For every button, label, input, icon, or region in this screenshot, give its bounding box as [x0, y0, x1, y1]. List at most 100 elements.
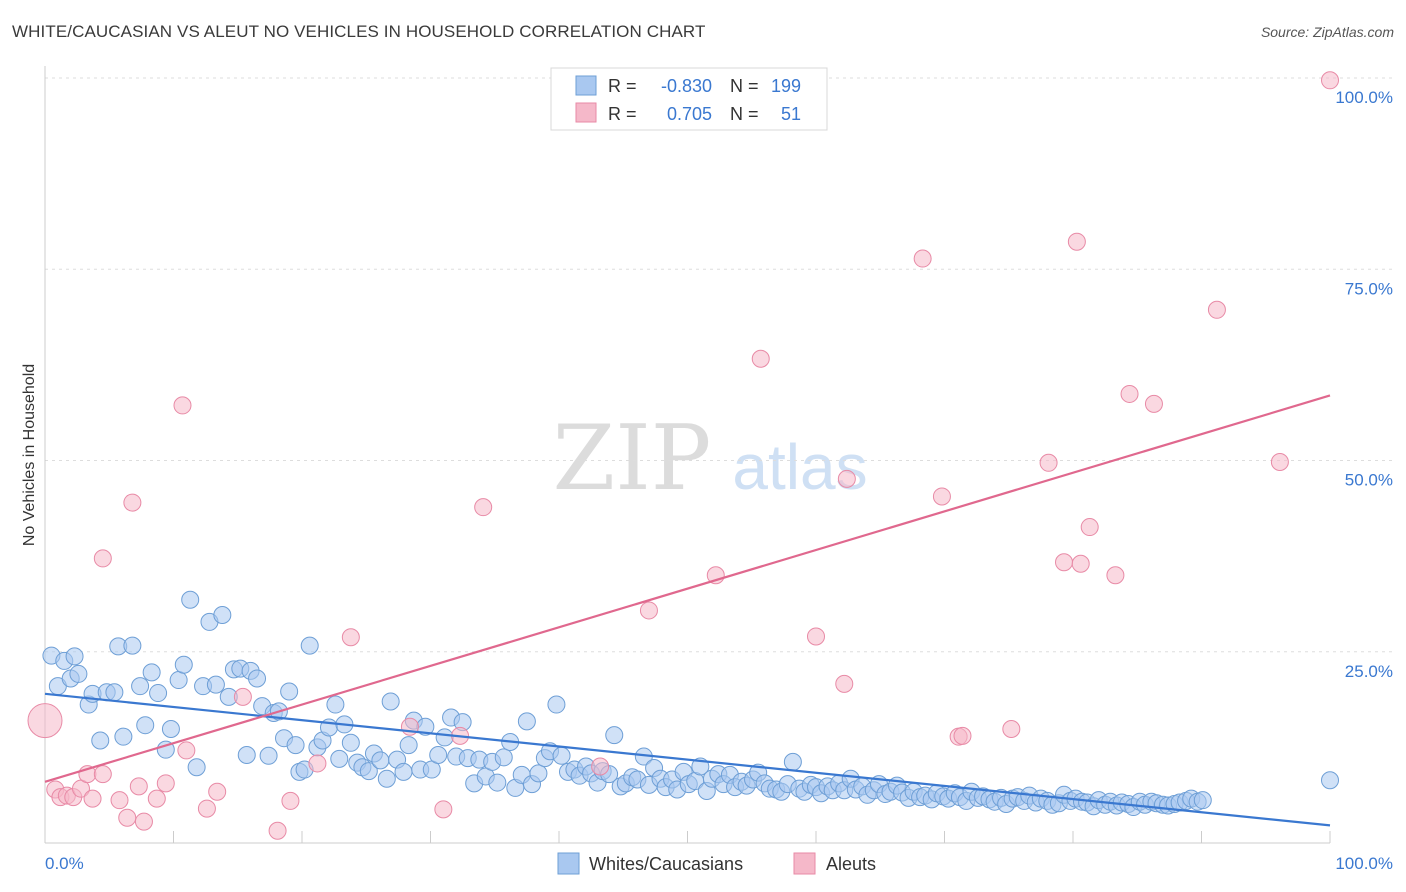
- aleut-point: [177, 741, 196, 760]
- aleut-point: [1270, 453, 1289, 472]
- x-tick-marks: [173, 831, 1331, 843]
- white-point: [429, 746, 448, 765]
- white-point: [156, 740, 175, 759]
- aleut-point: [233, 687, 252, 706]
- white-point: [517, 712, 536, 731]
- aleut-point: [807, 627, 825, 646]
- stats-n-value-aleuts: 51: [781, 104, 801, 124]
- white-point: [494, 748, 513, 767]
- white-point: [123, 636, 142, 655]
- series-aleuts: [27, 71, 1339, 840]
- legend-label-whites: Whites/Caucasians: [589, 854, 743, 874]
- aleut-point: [118, 808, 137, 827]
- white-point: [1321, 771, 1339, 790]
- white-point: [248, 669, 267, 688]
- aleut-point: [434, 800, 453, 819]
- y-axis-label: No Vehicles in Household: [21, 364, 38, 546]
- stats-box: R = -0.830 N = 199 R = 0.705 N = 51: [550, 67, 828, 131]
- watermark-atlas: atlas: [732, 431, 867, 503]
- stats-r-label-aleuts: R =: [608, 104, 637, 124]
- white-point: [552, 746, 571, 765]
- legend: Whites/Caucasians Aleuts: [557, 852, 876, 875]
- source-note: Source: ZipAtlas.com: [1260, 24, 1394, 40]
- aleut-point: [1120, 384, 1139, 403]
- white-point: [213, 606, 232, 625]
- aleut-point: [341, 628, 360, 647]
- y-tick-label: 75.0%: [1345, 279, 1393, 298]
- white-point: [206, 675, 225, 694]
- y-tick-labels: 25.0% 50.0% 75.0% 100.0%: [1335, 88, 1393, 681]
- aleut-point: [156, 774, 175, 793]
- aleut-point: [913, 249, 932, 268]
- aleut-point: [1071, 554, 1090, 573]
- white-point: [783, 752, 802, 771]
- aleut-point: [147, 789, 166, 808]
- white-point: [547, 695, 566, 714]
- white-point: [174, 655, 193, 674]
- white-point: [399, 736, 418, 755]
- white-point: [142, 663, 161, 682]
- trend-line-whites: [44, 692, 1331, 827]
- y-tick-label: 50.0%: [1345, 471, 1393, 490]
- aleut-point: [173, 396, 192, 415]
- stats-n-label-aleuts: N =: [730, 104, 759, 124]
- chart-title: WHITE/CAUCASIAN VS ALEUT NO VEHICLES IN …: [12, 22, 706, 41]
- white-point: [488, 773, 507, 792]
- white-point: [330, 749, 349, 768]
- aleut-point: [591, 757, 610, 776]
- white-point: [237, 746, 256, 765]
- y-tick-label: 25.0%: [1345, 662, 1393, 681]
- aleut-point: [93, 765, 112, 784]
- white-point: [181, 590, 200, 609]
- x-tick-label-min: 0.0%: [45, 854, 84, 873]
- stats-r-label-whites: R =: [608, 76, 637, 96]
- white-point: [65, 647, 84, 666]
- aleut-point: [953, 726, 972, 745]
- white-point: [91, 731, 110, 750]
- legend-swatch-whites: [557, 852, 580, 875]
- aleut-point: [639, 601, 658, 620]
- white-point: [114, 727, 133, 746]
- aleut-point: [474, 498, 493, 517]
- aleut-point: [835, 674, 854, 693]
- white-point: [341, 733, 360, 752]
- aleut-point: [83, 789, 102, 808]
- aleut-point: [129, 777, 148, 796]
- aleut-point: [1055, 553, 1074, 572]
- aleut-point: [197, 799, 216, 818]
- white-point: [605, 726, 624, 745]
- white-point: [69, 664, 88, 683]
- stats-r-value-whites: -0.830: [661, 76, 712, 96]
- aleut-point: [110, 791, 129, 810]
- white-point: [371, 751, 390, 770]
- y-gridlines: [45, 77, 1392, 653]
- white-point: [136, 716, 155, 735]
- stats-swatch-aleuts: [575, 102, 597, 123]
- stats-n-value-whites: 199: [771, 76, 801, 96]
- legend-swatch-aleuts: [793, 852, 816, 875]
- x-tick-label-max: 100.0%: [1335, 854, 1393, 873]
- white-point: [187, 758, 206, 777]
- aleut-point: [1321, 71, 1339, 90]
- white-point: [286, 736, 305, 755]
- white-point: [381, 692, 400, 711]
- white-point: [300, 636, 319, 655]
- legend-label-aleuts: Aleuts: [826, 854, 876, 874]
- aleut-point: [268, 821, 287, 840]
- stats-r-value-aleuts: 0.705: [667, 104, 712, 124]
- white-point: [131, 677, 150, 696]
- aleut-point: [1207, 300, 1226, 319]
- white-point: [149, 684, 168, 703]
- aleut-point: [1080, 518, 1099, 537]
- aleut-point: [1106, 566, 1125, 585]
- trend-line-aleuts: [44, 394, 1331, 783]
- white-point: [169, 671, 188, 690]
- white-point: [161, 720, 180, 739]
- aleut-point: [1002, 720, 1021, 739]
- white-point: [529, 764, 548, 783]
- aleut-point: [1144, 394, 1163, 413]
- aleut-point: [123, 493, 142, 512]
- aleut-point: [1067, 232, 1086, 251]
- y-tick-label: 100.0%: [1335, 88, 1393, 107]
- white-point: [394, 762, 413, 781]
